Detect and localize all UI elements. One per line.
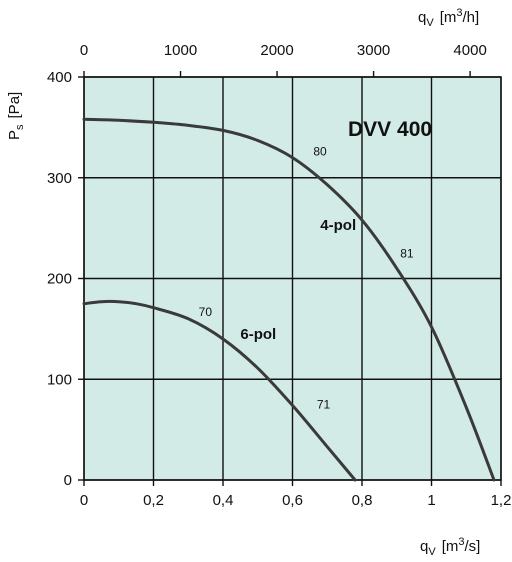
x-top-label-sub: V: [426, 17, 434, 29]
x-bottom-label-unit-sup: 3: [458, 536, 464, 548]
x-top-label-main: q: [418, 9, 426, 26]
x-bottom-tick-label: 0,2: [143, 492, 164, 509]
curve-label: 6-pol: [240, 326, 276, 343]
x-top-tick-label: 2000: [260, 42, 293, 59]
y-tick-label: 100: [47, 371, 72, 388]
y-tick-label: 400: [47, 69, 72, 86]
x-bottom-label-main: q: [420, 538, 428, 555]
series-line-4-pol: [82, 117, 496, 482]
annotations: 80 81 70 71 4-pol 6-pol: [199, 145, 414, 412]
efficiency-label: 81: [400, 246, 414, 260]
x-bottom-label-sub: V: [428, 546, 436, 558]
x-bottom-tick-label: 0,4: [213, 492, 234, 509]
x-bottom-tick-label: 0,8: [352, 492, 373, 509]
x-top-label-unit-pre: [m: [440, 9, 457, 26]
y-axis-label-sub: s: [14, 124, 26, 130]
x-bottom-tick-label: 0,6: [282, 492, 303, 509]
chart-title: DVV 400: [348, 118, 432, 141]
curve-label: 4-pol: [320, 217, 356, 234]
x-top-tick-label: 4000: [453, 42, 486, 59]
x-top-tick-label: 3000: [357, 42, 390, 59]
x-axis-bottom-label: qV [m3/s]: [420, 536, 480, 558]
x-bottom-tick-label: 0: [80, 492, 88, 509]
efficiency-label: 71: [317, 397, 331, 411]
x-axis-top-label: qV [m3/h]: [418, 7, 479, 29]
efficiency-label: 70: [199, 305, 213, 319]
x-bottom-tick-label: 1: [427, 492, 435, 509]
y-tick-label: 300: [47, 170, 72, 187]
y-axis-label: Ps [Pa]: [6, 92, 26, 140]
x-top-label-unit-sup: 3: [456, 7, 462, 19]
tick-labels: 0 0,2 0,4 0,6 0,8 1 1,2 0 1000 2000 3000 4000 0 100 20…: [47, 42, 511, 509]
curves: [82, 117, 496, 482]
efficiency-label: 80: [313, 145, 327, 159]
x-bottom-label-unit-post: /s]: [464, 538, 480, 555]
y-tick-label: 200: [47, 271, 72, 288]
x-bottom-tick-label: 1,2: [491, 492, 512, 509]
x-top-label-unit-post: /h]: [462, 9, 479, 26]
x-top-tick-label: 0: [80, 42, 88, 59]
x-bottom-label-unit-pre: [m: [442, 538, 459, 555]
y-tick-label: 0: [64, 472, 72, 489]
series-line-6-pol: [82, 299, 357, 482]
x-top-tick-label: 1000: [164, 42, 197, 59]
y-axis-label-unit: [Pa]: [6, 92, 23, 119]
y-axis-label-main: P: [6, 130, 23, 140]
